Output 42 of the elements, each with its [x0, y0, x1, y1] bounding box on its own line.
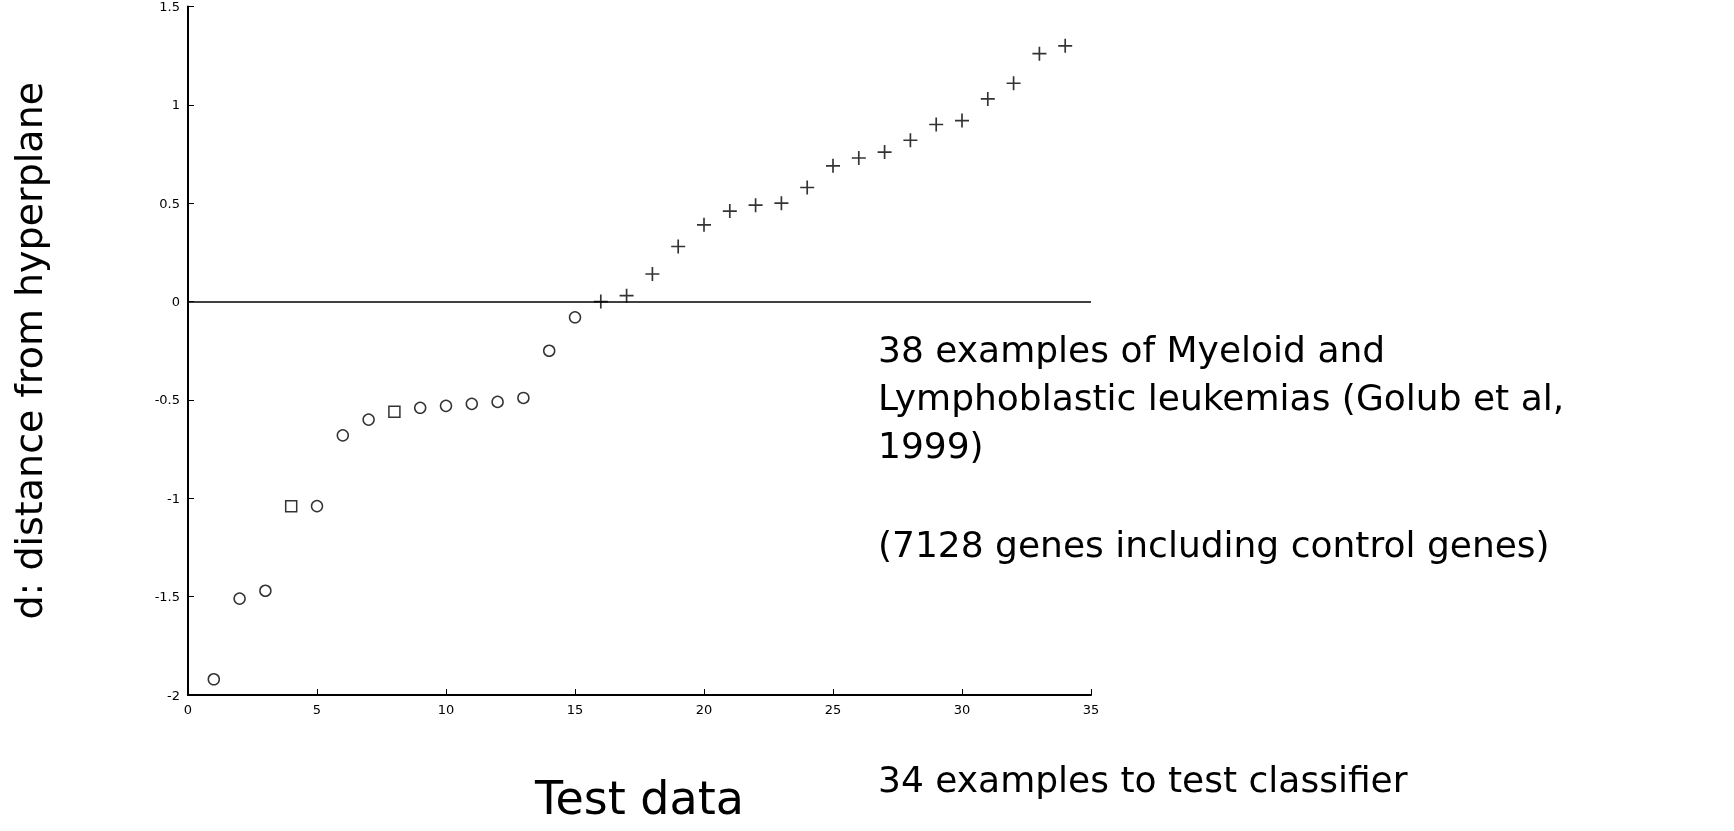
point	[542, 344, 556, 357]
annotation: 38 examples of Myeloid and Lymphoblastic leukemias (Golub et al, 1999)	[878, 328, 1576, 466]
point	[980, 91, 995, 106]
annotation: (7128 genes including control genes)	[878, 523, 1550, 565]
x-axis-title: Test data	[534, 771, 744, 825]
point	[362, 413, 375, 426]
x-tick-label: 30	[953, 702, 971, 717]
point	[259, 584, 272, 597]
x-tick-label: 10	[437, 702, 455, 717]
y-tick-label: 0	[171, 294, 180, 310]
y-tick-label: 1.5	[159, 0, 180, 14]
y-tick-label: -0.5	[154, 392, 180, 408]
x-tick-label: 5	[312, 702, 322, 717]
y-tick-label: -1	[167, 490, 180, 506]
point	[568, 311, 582, 324]
y-tick-label: -2	[167, 687, 180, 703]
point	[336, 429, 350, 442]
point	[465, 397, 479, 411]
point	[826, 158, 840, 173]
point	[517, 391, 530, 405]
point	[284, 499, 298, 513]
y-tick-label: 0.5	[159, 195, 180, 211]
point	[233, 592, 246, 605]
x-tick-label: 20	[695, 702, 713, 717]
point	[207, 673, 221, 686]
point	[413, 401, 427, 415]
point	[722, 204, 737, 219]
y-tick-label: 1	[171, 97, 180, 113]
point	[491, 395, 504, 409]
point	[439, 399, 453, 413]
point	[310, 499, 324, 513]
point	[697, 217, 711, 232]
text: 34 examples to test classifier	[878, 758, 1408, 800]
y-axis-title: d: distance from hyperplane	[7, 81, 51, 620]
point	[388, 405, 401, 418]
x-tick-label: 25	[824, 702, 842, 717]
y-tick-label: -1.5	[154, 589, 180, 605]
x-tick-label: 35	[1082, 702, 1100, 717]
x-tick-label: 15	[566, 702, 584, 717]
point	[851, 150, 866, 165]
x-tick-label: 0	[183, 702, 193, 717]
point	[1058, 38, 1073, 53]
